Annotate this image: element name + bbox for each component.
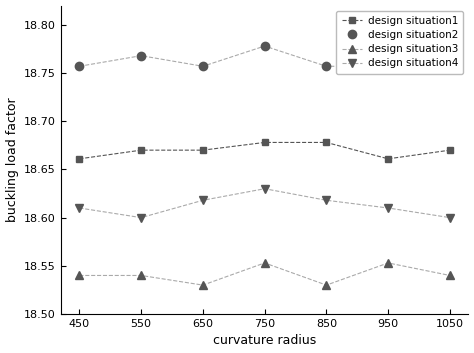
design situation3 — [138, 273, 144, 277]
design situation4 — [324, 198, 329, 202]
design situation1 — [447, 148, 453, 152]
X-axis label: curvature radius: curvature radius — [213, 334, 316, 347]
design situation3 — [447, 273, 453, 277]
design situation4 — [138, 216, 144, 220]
design situation2 — [447, 64, 453, 68]
design situation2 — [76, 64, 82, 68]
Y-axis label: buckling load factor: buckling load factor — [6, 97, 18, 222]
Line: design situation1: design situation1 — [76, 139, 454, 162]
design situation1 — [200, 148, 206, 152]
design situation1 — [138, 148, 144, 152]
design situation1 — [76, 157, 82, 161]
Line: design situation4: design situation4 — [75, 185, 454, 222]
design situation1 — [385, 157, 391, 161]
design situation1 — [324, 140, 329, 145]
design situation4 — [76, 206, 82, 210]
design situation3 — [324, 283, 329, 287]
design situation1 — [262, 140, 267, 145]
Legend: design situation1, design situation2, design situation3, design situation4: design situation1, design situation2, de… — [337, 11, 463, 74]
design situation2 — [385, 64, 391, 68]
design situation2 — [262, 44, 267, 48]
design situation3 — [262, 261, 267, 265]
design situation3 — [76, 273, 82, 277]
design situation4 — [200, 198, 206, 202]
design situation3 — [385, 261, 391, 265]
design situation2 — [324, 64, 329, 68]
design situation3 — [200, 283, 206, 287]
Line: design situation3: design situation3 — [75, 259, 454, 289]
design situation4 — [447, 216, 453, 220]
design situation2 — [138, 54, 144, 58]
design situation2 — [200, 64, 206, 68]
design situation4 — [385, 206, 391, 210]
design situation4 — [262, 187, 267, 191]
Line: design situation2: design situation2 — [75, 42, 454, 71]
